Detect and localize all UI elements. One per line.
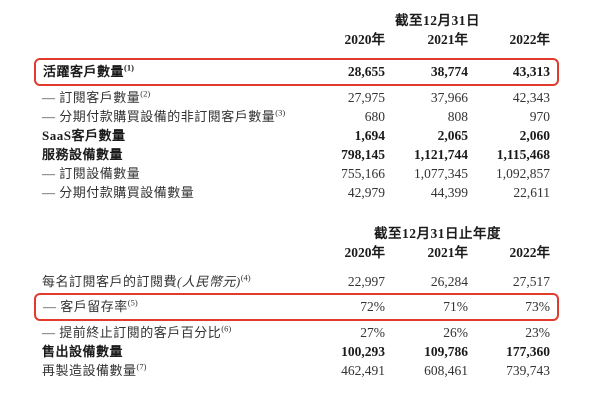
row-devices-in-service-count: 服務設備數量 798,145 1,121,744 1,115,468 <box>42 145 550 164</box>
year-header-row: 2020年 2021年 2022年 <box>42 245 551 260</box>
row-remanufactured-device-count: 再製造設備數量(7) 462,491 608,461 739,743 <box>42 361 550 380</box>
value-2022: 22,611 <box>513 185 550 200</box>
row-label: 售出設備數量 <box>42 342 299 361</box>
row-label: — 訂閱設備數量 <box>42 164 299 183</box>
row-label-text: 再製造設備數量 <box>42 363 137 378</box>
value-2020: 755,166 <box>341 166 385 181</box>
row-customer-retention-rate-highlighted: — 客戶留存率(5) 72% 71% 73% <box>34 293 559 321</box>
operating-metrics-table: 截至12月31日 2020年 2021年 2022年 活躍客戶數量(1) 28,… <box>34 0 559 380</box>
period-header-row: 截至12月31日止年度 <box>42 226 550 241</box>
value-2021: 608,461 <box>424 363 468 378</box>
year-column-2021: 2021年 <box>427 245 469 260</box>
footnote-marker-2: (2) <box>140 88 151 99</box>
period-header-row: 截至12月31日 <box>42 13 550 28</box>
value-2021: 808 <box>447 109 468 124</box>
value-2022: 1,092,857 <box>496 166 550 181</box>
row-label-text: — 分期付款購買設備的非訂閱客戶數量 <box>42 109 276 124</box>
value-2020: 462,491 <box>341 363 385 378</box>
row-label-text: — 分期付款購買設備數量 <box>42 185 195 200</box>
row-label-text: 服務設備數量 <box>42 147 124 162</box>
footnote-marker-4: (4) <box>240 272 251 283</box>
value-2021: 2,065 <box>437 128 468 143</box>
value-2022: 23% <box>525 325 550 340</box>
value-2021: 37,966 <box>430 90 468 105</box>
row-label-currency-note: (人民幣元) <box>177 274 241 289</box>
value-2020: 798,145 <box>341 147 385 162</box>
value-2020: 42,979 <box>347 185 385 200</box>
row-subscription-fee-per-customer: 每名訂閱客戶的訂閱費(人民幣元)(4) 22,997 26,284 27,517 <box>42 272 550 291</box>
row-installment-nonsubscription-customer-count: — 分期付款購買設備的非訂閱客戶數量(3) 680 808 970 <box>42 107 550 126</box>
value-2022: 27,517 <box>512 274 550 289</box>
footnote-marker-7: (7) <box>136 361 147 372</box>
row-label: 再製造設備數量(7) <box>42 361 299 380</box>
row-early-termination-customer-percentage: — 提前終止訂閱的客戶百分比(6) 27% 26% 23% <box>42 323 550 342</box>
value-2021: 38,774 <box>430 64 468 79</box>
row-label: — 分期付款購買設備數量 <box>42 183 299 202</box>
value-2020: 100,293 <box>341 344 385 359</box>
row-label: 服務設備數量 <box>42 145 299 164</box>
section-year-ended-dec31: 截至12月31日止年度 2020年 2021年 2022年 每名訂閱客戶的訂閱費… <box>34 226 559 380</box>
row-saas-customer-count: SaaS客戶數量 1,694 2,065 2,060 <box>42 126 550 145</box>
period-header: 截至12月31日 <box>395 13 480 28</box>
row-label: — 訂閱客戶數量(2) <box>42 88 299 107</box>
row-devices-sold-count: 售出設備數量 100,293 109,786 177,360 <box>42 342 550 361</box>
value-2021: 44,399 <box>430 185 468 200</box>
row-label-text: 活躍客戶數量 <box>43 64 125 79</box>
footnote-marker-1: (1) <box>124 62 134 73</box>
row-label-text: SaaS客戶數量 <box>42 128 126 143</box>
value-2021: 1,077,345 <box>414 166 468 181</box>
value-2021: 26% <box>443 325 468 340</box>
year-column-2020: 2020年 <box>344 32 386 47</box>
value-2022: 1,115,468 <box>496 147 550 162</box>
row-label: SaaS客戶數量 <box>42 126 299 145</box>
value-2022: 177,360 <box>506 344 550 359</box>
period-header: 截至12月31日止年度 <box>374 226 501 241</box>
row-label-text: — 訂閱客戶數量 <box>42 90 141 105</box>
row-label-text: 售出設備數量 <box>42 344 124 359</box>
row-label-text: — 提前終止訂閱的客戶百分比 <box>42 325 222 340</box>
section-as-of-dec31: 截至12月31日 2020年 2021年 2022年 活躍客戶數量(1) 28,… <box>34 13 559 202</box>
row-active-customer-count-highlighted: 活躍客戶數量(1) 28,655 38,774 43,313 <box>34 58 559 86</box>
year-column-2021: 2021年 <box>427 32 469 47</box>
footnote-marker-5: (5) <box>127 297 138 308</box>
section1-rows: 活躍客戶數量(1) 28,655 38,774 43,313 — 訂閱客戶數量(… <box>34 58 559 202</box>
row-label: — 分期付款購買設備的非訂閱客戶數量(3) <box>42 107 299 126</box>
value-2020: 680 <box>364 109 385 124</box>
row-installment-purchase-device-count: — 分期付款購買設備數量 42,979 44,399 22,611 <box>42 183 550 202</box>
value-2020: 27% <box>360 325 385 340</box>
year-column-2022: 2022年 <box>509 245 551 260</box>
row-subscription-device-count: — 訂閱設備數量 755,166 1,077,345 1,092,857 <box>42 164 550 183</box>
value-2022: 739,743 <box>506 363 550 378</box>
value-2022: 42,343 <box>512 90 550 105</box>
value-2022: 43,313 <box>512 64 550 79</box>
value-2020: 27,975 <box>347 90 385 105</box>
value-2020: 1,694 <box>354 128 385 143</box>
row-label: — 客戶留存率(5) <box>43 297 299 316</box>
row-label: 每名訂閱客戶的訂閱費(人民幣元)(4) <box>42 272 299 291</box>
value-2020: 22,997 <box>347 274 385 289</box>
year-column-2020: 2020年 <box>344 245 386 260</box>
row-label-text: — 訂閱設備數量 <box>42 166 141 181</box>
value-2022: 2,060 <box>519 128 550 143</box>
value-2022: 970 <box>529 109 550 124</box>
year-header-row: 2020年 2021年 2022年 <box>42 32 551 47</box>
year-column-2022: 2022年 <box>509 32 551 47</box>
value-2020: 72% <box>360 299 385 314</box>
value-2021: 109,786 <box>424 344 468 359</box>
value-2021: 71% <box>443 299 468 314</box>
row-label: 活躍客戶數量(1) <box>43 62 299 81</box>
footnote-marker-3: (3) <box>275 107 286 118</box>
row-label: — 提前終止訂閱的客戶百分比(6) <box>42 323 299 342</box>
row-label-text: — 客戶留存率 <box>43 299 128 314</box>
section2-rows: 每名訂閱客戶的訂閱費(人民幣元)(4) 22,997 26,284 27,517… <box>34 272 559 380</box>
value-2020: 28,655 <box>347 64 385 79</box>
value-2021: 26,284 <box>430 274 468 289</box>
value-2022: 73% <box>525 299 550 314</box>
row-label-text: 每名訂閱客戶的訂閱費 <box>42 274 178 289</box>
value-2021: 1,121,744 <box>414 147 468 162</box>
footnote-marker-6: (6) <box>221 323 232 334</box>
row-subscription-customer-count: — 訂閱客戶數量(2) 27,975 37,966 42,343 <box>42 88 550 107</box>
